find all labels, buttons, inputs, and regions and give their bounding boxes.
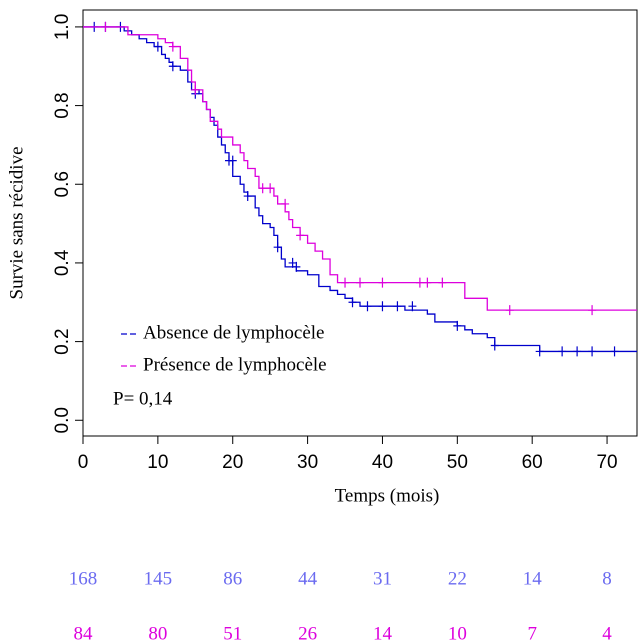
at-risk-count: 31 — [373, 568, 392, 589]
at-risk-count: 4 — [602, 623, 612, 644]
at-risk-count: 14 — [373, 623, 393, 644]
at-risk-count: 84 — [74, 623, 94, 644]
censor-mark — [258, 183, 267, 194]
censor-mark — [610, 346, 619, 357]
at-risk-count: 10 — [448, 623, 467, 644]
censor-mark — [273, 242, 282, 253]
at-risk-count: 8 — [602, 568, 612, 589]
x-axis-label: Temps (mois) — [335, 485, 440, 506]
censor-mark — [281, 198, 290, 209]
censor-mark — [168, 41, 177, 52]
x-tick-label: 0 — [78, 452, 89, 473]
x-tick-label: 20 — [222, 452, 243, 473]
annotation: P= 0,14 — [113, 388, 173, 409]
censor-mark — [191, 84, 200, 95]
at-risk-count: 51 — [223, 623, 242, 644]
censor-mark — [558, 346, 567, 357]
survival-curve — [83, 26, 637, 311]
censor-mark — [153, 41, 162, 52]
x-tick-label: 10 — [147, 452, 168, 473]
censor-mark — [588, 346, 597, 357]
legend-label: Présence de lymphocèle — [143, 354, 327, 375]
x-tick-label: 40 — [372, 452, 393, 473]
y-tick-label: 1.0 — [52, 14, 73, 40]
at-risk-count: 168 — [69, 568, 98, 589]
at-risk-count: 44 — [298, 568, 318, 589]
x-tick-label: 70 — [596, 452, 617, 473]
plot-frame — [82, 9, 638, 437]
censor-mark — [415, 277, 424, 288]
y-tick-label: 0.2 — [52, 328, 73, 354]
censor-mark — [378, 301, 387, 312]
y-tick-label: 0.6 — [52, 171, 73, 197]
censor-mark — [393, 301, 402, 312]
censor-mark — [423, 277, 432, 288]
at-risk-count: 22 — [448, 568, 467, 589]
at-risk-count: 80 — [148, 623, 167, 644]
y-tick-label: 0.4 — [52, 249, 73, 276]
censor-mark — [535, 346, 544, 357]
x-tick-label: 60 — [522, 452, 543, 473]
at-risk-count: 145 — [144, 568, 173, 589]
censor-mark — [573, 346, 582, 357]
y-axis-label: Survie sans récidive — [6, 146, 27, 299]
legend-label: Absence de lymphocèle — [143, 322, 324, 343]
censor-mark — [356, 277, 364, 288]
at-risk-count: 7 — [527, 623, 537, 644]
x-tick-label: 50 — [447, 452, 468, 473]
y-tick-label: 0.0 — [52, 407, 73, 433]
censor-mark — [243, 191, 252, 202]
censor-mark — [408, 301, 417, 312]
at-risk-count: 14 — [523, 568, 543, 589]
censor-mark — [588, 305, 597, 316]
censor-mark — [296, 230, 305, 241]
censor-mark — [341, 277, 350, 288]
y-tick-label: 0.8 — [52, 92, 73, 118]
censor-mark — [266, 183, 275, 194]
x-tick-label: 30 — [297, 452, 318, 473]
censor-mark — [228, 155, 237, 166]
censor-mark — [168, 61, 177, 72]
censor-mark — [348, 297, 357, 308]
censor-mark — [453, 320, 462, 331]
censor-mark — [438, 277, 447, 288]
survival-curve — [83, 26, 637, 353]
censor-mark — [505, 305, 514, 316]
censor-mark — [378, 277, 387, 288]
censor-mark — [490, 340, 499, 351]
censor-mark — [288, 257, 297, 268]
censor-mark — [292, 261, 301, 272]
censor-mark — [101, 21, 110, 32]
at-risk-count: 26 — [298, 623, 317, 644]
at-risk-count: 86 — [223, 568, 242, 589]
censor-mark — [363, 301, 372, 312]
